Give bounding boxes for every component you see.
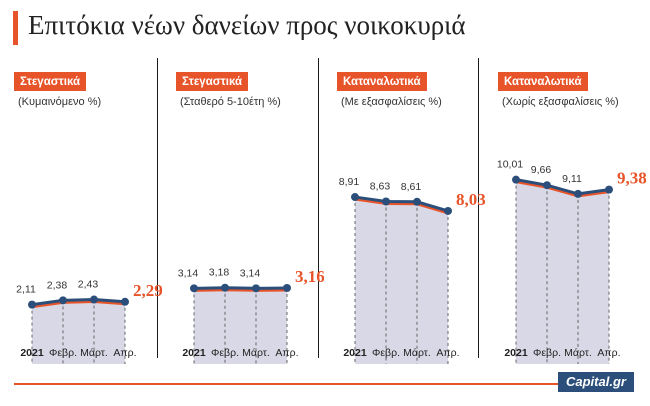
panel-subtitle: (Κυμαινόμενο %)	[18, 96, 102, 108]
data-label: 8,63	[370, 180, 391, 192]
data-point	[190, 284, 198, 293]
page-title: Επιτόκια νέων δανείων προς νοικοκυριά	[28, 10, 466, 40]
series-line	[354, 195, 449, 213]
panel-divider	[318, 58, 319, 358]
data-point	[90, 295, 98, 304]
panel-subtitle: (Με εξασφαλίσεις %)	[341, 96, 442, 108]
data-label: 2,38	[47, 279, 68, 291]
data-label: 3,18	[209, 267, 230, 279]
x-tick-label: Μάρτ.	[80, 347, 108, 359]
x-tick-label: Απρ.	[275, 347, 298, 359]
data-label: 8,91	[339, 176, 360, 188]
x-tick-label: Φεβρ.	[211, 347, 239, 359]
x-tick-label: Μάρτ.	[403, 347, 431, 359]
data-label: 9,38%	[617, 169, 646, 188]
x-axis: 2021 Φεβρ. Μάρτ. Απρ.	[504, 347, 620, 359]
data-point	[221, 283, 229, 292]
data-label: 3,14	[178, 267, 199, 279]
title-accent-bar	[13, 11, 18, 45]
panel-tag: Στεγαστικά	[176, 72, 249, 91]
data-point	[413, 197, 421, 206]
data-label: 2,43	[78, 279, 99, 291]
x-tick-label: Απρ.	[436, 347, 459, 359]
area-fill	[32, 299, 125, 364]
x-tick-label: Μάρτ.	[242, 347, 270, 359]
x-tick-label: 2021	[20, 347, 44, 359]
x-tick-label: Απρ.	[597, 347, 620, 359]
panel-tag: Καταναλωτικά	[498, 72, 588, 91]
data-label: 8,03%	[456, 190, 485, 209]
area-fill	[194, 287, 287, 364]
data-point	[512, 175, 520, 184]
data-point	[382, 197, 390, 206]
brand-logo[interactable]: Capital.gr	[558, 372, 634, 392]
series-line	[515, 178, 610, 196]
data-point	[252, 284, 260, 293]
x-tick-label: Μάρτ.	[564, 347, 592, 359]
x-axis: 2021 Φεβρ. Μάρτ. Απρ.	[20, 347, 136, 359]
data-point	[444, 206, 452, 215]
data-point	[59, 296, 67, 305]
x-tick-label: 2021	[182, 347, 206, 359]
data-point	[121, 297, 129, 306]
x-axis: 2021 Φεβρ. Μάρτ. Απρ.	[343, 347, 459, 359]
chart-svg: 10,01 9,66 9,11 9,38%	[497, 159, 646, 364]
footer-rule	[14, 383, 620, 385]
data-point	[605, 185, 613, 194]
data-label: 2,11	[16, 284, 36, 296]
x-axis: 2021 Φεβρ. Μάρτ. Απρ.	[182, 347, 298, 359]
panel-divider	[157, 58, 158, 358]
x-tick-label: 2021	[343, 347, 367, 359]
chart-panel-3: Καταναλωτικά (Με εξασφαλίσεις %) 8,91 8,6…	[335, 58, 485, 364]
data-point	[574, 189, 582, 198]
panel-subtitle: (Σταθερό 5-10έτη %)	[180, 96, 281, 108]
x-tick-label: Φεβρ.	[49, 347, 77, 359]
x-tick-label: Φεβρ.	[533, 347, 561, 359]
data-point	[28, 300, 36, 309]
data-point	[283, 284, 291, 293]
series-line	[193, 286, 288, 290]
data-point	[351, 193, 359, 202]
data-point	[543, 181, 551, 190]
series-line	[31, 298, 126, 307]
x-tick-label: Φεβρ.	[372, 347, 400, 359]
data-label: 9,66	[531, 164, 552, 176]
chart-panel-4: Καταναλωτικά (Χωρίς εξασφαλίσεις %) 10,0…	[496, 58, 646, 364]
series-line-shadow	[515, 180, 610, 198]
chart-svg: 8,91 8,63 8,61 8,03%	[339, 176, 485, 364]
chart-svg: 2,11 2,38 2,43 2,29%	[16, 279, 162, 364]
data-label: 8,61	[401, 181, 422, 193]
data-label: 9,11	[562, 173, 582, 185]
series-line-shadow	[354, 197, 449, 215]
panel-tag: Καταναλωτικά	[337, 72, 427, 91]
chart-panel-2: Στεγαστικά (Σταθερό 5-10έτη %) 3,14 3,18 3…	[174, 58, 324, 364]
panel-subtitle: (Χωρίς εξασφαλίσεις %)	[502, 96, 619, 108]
data-label: 10,01	[497, 159, 523, 171]
series-line-shadow	[31, 300, 126, 309]
series-line-shadow	[193, 288, 288, 292]
area-fill	[516, 179, 609, 364]
chart-panel-1: Στεγαστικά (Κυμαινόμενο %) 2,11 2,38 2,43 2…	[12, 58, 162, 364]
panel-divider	[478, 58, 479, 358]
area-fill	[355, 197, 448, 364]
data-label: 3,14	[240, 267, 261, 279]
panel-tag: Στεγαστικά	[14, 72, 87, 91]
data-label: 3,16%	[295, 267, 324, 286]
x-tick-label: Απρ.	[113, 347, 136, 359]
chart-svg: 3,14 3,18 3,14 3,16%	[178, 267, 324, 364]
data-label: 2,29%	[133, 281, 162, 300]
x-tick-label: 2021	[504, 347, 528, 359]
